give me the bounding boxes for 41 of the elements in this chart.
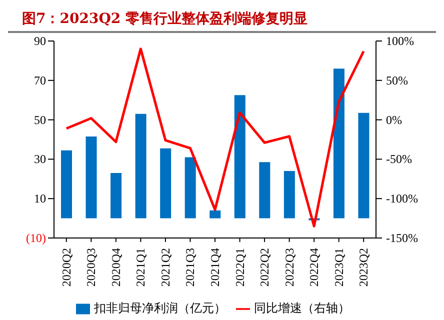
x-tick-label: 2021Q1 [134,248,148,287]
bar [210,210,221,218]
y-tick-label: 90 [34,34,46,48]
bar [135,114,146,218]
bar [86,136,97,218]
y-tick-label: 70 [34,73,46,88]
x-tick-label: 2023Q1 [332,248,346,287]
x-tick-label: 2021Q3 [183,248,198,287]
x-tick-label: 2023Q2 [356,248,371,287]
line-series [65,48,365,228]
y2-tick-label: -150% [386,231,418,245]
x-tick-label: 2022Q4 [307,248,322,287]
chart-title: 图7：2023Q2 零售行业整体盈利端修复明显 [8,8,436,33]
x-tick-label: 2021Q4 [208,248,222,287]
y-tick-label: 30 [34,152,46,166]
x-tick-label: 2020Q4 [108,248,123,287]
bar [358,112,370,218]
y-tick-label: 10 [34,192,46,206]
bar [184,157,196,218]
y2-tick-label: 50% [386,73,408,88]
legend-label: 扣非归母净利润（亿元） [94,301,226,315]
x-tick-label: 2020Q3 [84,248,98,287]
y-tick-label: (10) [26,231,46,245]
x-tick-label: 2022Q1 [232,248,247,287]
y2-tick-label: 100% [386,34,414,48]
bar [259,162,270,218]
x-tick-label: 2022Q2 [258,248,272,287]
bar [110,172,122,218]
bar [284,171,295,218]
bar [61,150,72,218]
y2-tick-label: -100% [386,192,418,206]
x-tick-label: 2020Q2 [59,248,74,287]
y2-tick-label: -50% [386,152,412,166]
bar [234,95,246,218]
x-tick-label: 2022Q3 [282,248,296,287]
x-tick-label: 2021Q2 [158,248,172,287]
y-tick-label: 50 [34,112,46,127]
bar [333,68,344,218]
legend-label: 同比增速（右轴） [254,301,350,315]
bar [160,148,172,218]
y2-tick-label: 0% [386,112,402,127]
